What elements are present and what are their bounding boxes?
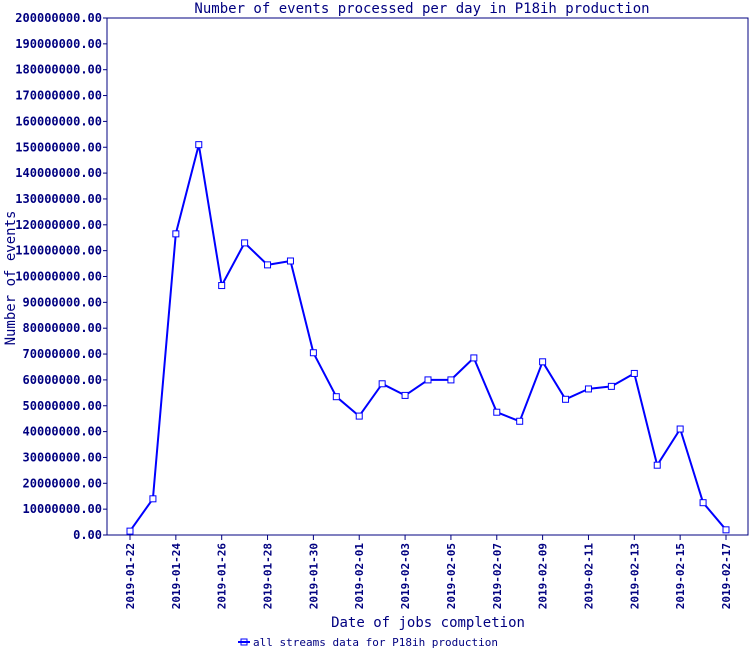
x-tick-label: 2019-01-26 xyxy=(216,543,229,610)
data-point xyxy=(218,282,226,290)
data-point xyxy=(607,382,615,390)
data-point xyxy=(630,369,638,377)
y-tick-label: 130000000.00 xyxy=(15,192,102,206)
data-point xyxy=(126,527,134,535)
x-tick-label: 2019-02-07 xyxy=(491,543,504,609)
series-line xyxy=(129,143,727,532)
y-tick-label: 70000000.00 xyxy=(23,347,102,361)
data-point xyxy=(172,230,180,238)
y-tick-label: 150000000.00 xyxy=(15,140,102,154)
y-tick-label: 20000000.00 xyxy=(23,476,102,490)
x-tick-label: 2019-02-09 xyxy=(537,543,550,609)
data-point xyxy=(355,412,363,420)
series-layer xyxy=(126,141,730,535)
data-point xyxy=(722,526,730,534)
data-point xyxy=(539,358,547,366)
data-point xyxy=(332,393,340,401)
data-point xyxy=(470,354,478,362)
data-point xyxy=(516,417,524,425)
chart-title: Number of events processed per day in P1… xyxy=(194,1,649,17)
x-tick-label: 2019-01-22 xyxy=(124,543,137,609)
data-point xyxy=(562,395,570,403)
data-point xyxy=(309,349,317,357)
data-point xyxy=(264,261,272,269)
data-point xyxy=(241,239,249,247)
data-point xyxy=(401,391,409,399)
data-point xyxy=(378,380,386,388)
y-axis-title: Number of events xyxy=(3,211,19,346)
x-tick-label: 2019-02-13 xyxy=(628,543,641,609)
x-tick-label: 2019-01-30 xyxy=(307,543,320,609)
x-tick-label: 2019-02-03 xyxy=(399,543,412,609)
data-point xyxy=(584,385,592,393)
y-tick-label: 120000000.00 xyxy=(15,218,102,232)
y-tick-label: 10000000.00 xyxy=(23,502,102,516)
x-tick-label: 2019-01-28 xyxy=(262,543,275,609)
y-tick-label: 50000000.00 xyxy=(23,399,102,413)
data-point xyxy=(424,376,432,384)
x-tick-label: 2019-02-01 xyxy=(353,543,366,610)
data-point xyxy=(653,461,661,469)
data-point xyxy=(195,141,203,149)
y-tick-label: 170000000.00 xyxy=(15,89,102,103)
plot-area xyxy=(106,17,749,536)
data-point xyxy=(699,499,707,507)
y-tick-label: 80000000.00 xyxy=(23,321,102,335)
legend-square-marker xyxy=(240,638,248,646)
y-tick-label: 30000000.00 xyxy=(23,450,102,464)
x-axis: 2019-01-22 2019-01-24 2019-01-26 2019-01-28… xyxy=(124,535,733,609)
y-tick-label: 110000000.00 xyxy=(15,244,102,258)
y-tick-label: 60000000.00 xyxy=(23,373,102,387)
plot-border xyxy=(106,17,749,536)
data-point xyxy=(286,257,294,265)
y-tick-label: 40000000.00 xyxy=(23,425,102,439)
x-tick-label: 2019-02-17 xyxy=(720,543,733,609)
y-tick-label: 180000000.00 xyxy=(15,63,102,77)
y-tick-label: 100000000.00 xyxy=(15,270,102,284)
y-tick-label: 90000000.00 xyxy=(23,295,102,309)
x-axis-title: Date of jobs completion xyxy=(331,615,525,631)
data-point xyxy=(149,495,157,503)
x-tick-label: 2019-02-05 xyxy=(445,543,458,609)
y-tick-label: 190000000.00 xyxy=(15,37,102,51)
y-tick-label: 200000000.00 xyxy=(15,11,102,25)
x-tick-label: 2019-02-15 xyxy=(674,543,687,609)
data-point xyxy=(676,425,684,433)
y-tick-label: 140000000.00 xyxy=(15,166,102,180)
data-point xyxy=(493,408,501,416)
data-point xyxy=(447,376,455,384)
legend: all streams data for P18ih production xyxy=(238,636,498,649)
x-tick-label: 2019-01-24 xyxy=(170,543,183,610)
y-tick-label: 0.00 xyxy=(73,528,102,542)
legend-entry-label: all streams data for P18ih production xyxy=(253,636,498,649)
y-axis: 0.00 10000000.00 20000000.00 30000000.00 400… xyxy=(15,11,107,542)
y-tick-label: 160000000.00 xyxy=(15,114,102,128)
x-tick-label: 2019-02-11 xyxy=(582,543,595,610)
